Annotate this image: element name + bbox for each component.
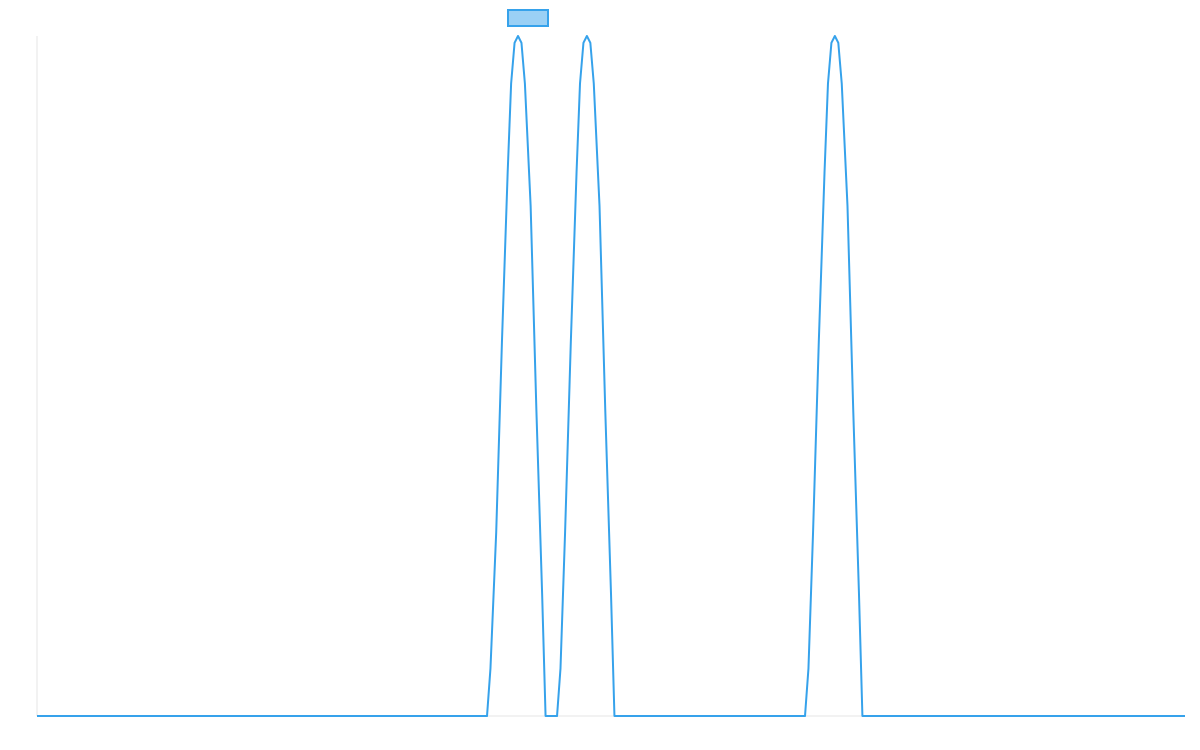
series-line-0	[37, 35, 1185, 717]
legend-swatch-0[interactable]	[507, 9, 549, 27]
legend[interactable]	[507, 9, 549, 27]
series-layer	[37, 35, 1185, 717]
